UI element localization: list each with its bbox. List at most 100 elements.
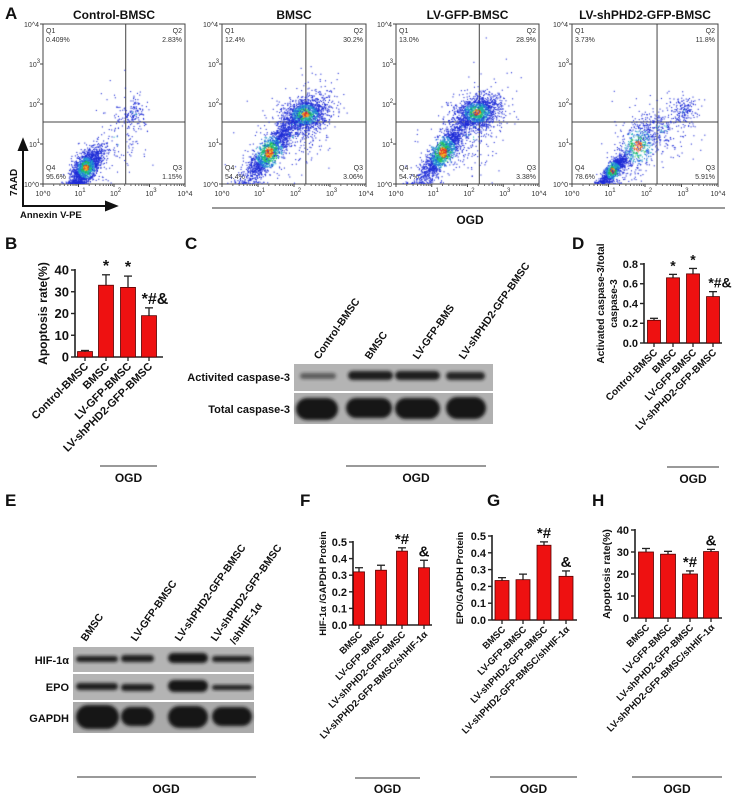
bar [706, 296, 720, 344]
western-blot-e: HIF-1α EPO GAPDH BMSC LV-GFP-BMSC LV-shP… [29, 542, 285, 795]
x-axis-limit-label: 10^0 [215, 191, 230, 198]
y-tick-label: 102 [558, 99, 570, 109]
tick-exponent: 2 [37, 99, 41, 105]
tick-exponent: 1 [436, 188, 440, 194]
panel-label-e: E [5, 491, 16, 510]
x-axis-limit-label: 10^0 [389, 191, 404, 198]
tick-base: 10 [605, 191, 613, 198]
panel-label-d: D [572, 234, 584, 253]
flow-plot-title: Control-BMSC [73, 8, 155, 22]
panel-label-f: F [300, 491, 310, 510]
x-tick-label: 101 [428, 188, 440, 198]
protein-band [348, 371, 393, 380]
tick-base: 10 [29, 142, 37, 149]
protein-band [168, 680, 208, 692]
x-tick-label: 101 [605, 188, 617, 198]
bar [686, 273, 700, 344]
tick-base: 10 [146, 191, 154, 198]
tick-base: 10 [110, 191, 118, 198]
ogd-label: OGD [374, 782, 402, 795]
density-dot-cloud [572, 24, 718, 184]
x-axis-limit-label: 10^4 [711, 191, 726, 198]
protein-band [76, 683, 118, 690]
tick-base: 10 [641, 191, 649, 198]
y-axis-limit-label: 10^0 [24, 182, 39, 189]
y-tick-label: 0.3 [471, 565, 486, 577]
tick-base: 10 [29, 102, 37, 109]
protein-band [300, 373, 336, 379]
y-tick-label: 0 [623, 613, 629, 625]
tick-exponent: 2 [566, 99, 570, 105]
significance-annotation: * [670, 257, 676, 273]
significance-annotation: *# [395, 531, 410, 548]
y-axis-limit-label: 10^4 [553, 22, 568, 29]
bar [375, 569, 387, 626]
x-axis-limit-label: 10^4 [359, 191, 374, 198]
protein-band [121, 707, 154, 726]
tick-exponent: 1 [82, 188, 86, 194]
protein-band [121, 684, 154, 691]
tick-exponent: 3 [685, 188, 689, 194]
y-tick-label: 0.2 [471, 581, 486, 593]
density-dot-cloud [43, 24, 185, 184]
tick-exponent: 1 [262, 188, 266, 194]
tick-base: 10 [208, 102, 216, 109]
tick-base: 10 [75, 191, 83, 198]
bar [638, 551, 654, 619]
density-dot-cloud [222, 24, 366, 184]
bar [77, 351, 93, 358]
y-tick-label: 102 [208, 99, 220, 109]
y-axis-label-7aad: 7AAD [9, 169, 20, 196]
protein-band [212, 656, 252, 662]
x-tick-label: 102 [464, 188, 476, 198]
tick-base: 10 [499, 191, 507, 198]
y-tick-label: 0.4 [332, 554, 348, 566]
significance-annotation: *# [683, 554, 698, 571]
lane-label: BMSC [363, 329, 391, 362]
bar [353, 571, 365, 626]
bar [515, 579, 531, 621]
tick-base: 10 [208, 62, 216, 69]
panel-label-h: H [592, 491, 604, 510]
protein-band [395, 398, 440, 419]
flow-plot-title: LV-GFP-BMSC [427, 8, 509, 22]
y-tick-label: 0.2 [623, 318, 638, 330]
y-tick-label: 0.3 [332, 570, 347, 582]
y-tick-label: 103 [29, 59, 41, 69]
blot-row-label: GAPDH [29, 713, 69, 725]
tick-exponent: 2 [471, 188, 475, 194]
tick-exponent: 1 [216, 139, 220, 145]
y-tick-label: 30 [617, 547, 629, 559]
ogd-label: OGD [663, 782, 691, 795]
significance-annotation: * [690, 251, 696, 267]
bar [418, 567, 430, 626]
blot-row-label: EPO [46, 682, 70, 694]
ogd-label: OGD [679, 472, 707, 486]
tick-exponent: 3 [334, 188, 338, 194]
ogd-label-e: OGD [152, 782, 180, 795]
tick-base: 10 [290, 191, 298, 198]
tick-exponent: 1 [37, 139, 41, 145]
significance-annotation: & [706, 532, 717, 549]
tick-exponent: 3 [37, 59, 41, 65]
western-blot-c: Activited caspase-3 Total caspase-3 Cont… [187, 260, 533, 485]
tick-exponent: 3 [566, 59, 570, 65]
bar-chart-d: 0.0 0.2 0.4 0.6 0.8 Activated caspase-3/total… [596, 243, 732, 486]
bar [647, 319, 661, 344]
tick-base: 10 [326, 191, 334, 198]
lane-label: BMSC [79, 611, 107, 644]
significance-annotation: *#& [708, 275, 731, 291]
ogd-label: OGD [115, 471, 143, 485]
y-tick-label: 0.5 [332, 537, 347, 549]
x-tick-label: 101 [75, 188, 87, 198]
x-tick-label: 103 [678, 188, 690, 198]
y-tick-label: 10 [617, 591, 629, 603]
tick-exponent: 1 [566, 139, 570, 145]
panel-label-g: G [487, 491, 500, 510]
tick-exponent: 3 [216, 59, 220, 65]
protein-band [212, 685, 252, 690]
protein-band [168, 706, 208, 728]
